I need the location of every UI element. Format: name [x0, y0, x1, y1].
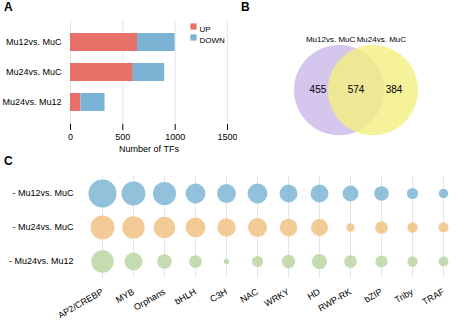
- svg-text:NAC: NAC: [238, 286, 260, 304]
- svg-text:Mu24vs. MuC: Mu24vs. MuC: [357, 35, 407, 44]
- html-text:B: B: [241, 0, 250, 14]
- svg-text:Mu12vs. MuC: Mu12vs. MuC: [306, 35, 356, 44]
- svg-text:- Mu24vs. MuC: - Mu24vs. MuC: [12, 222, 74, 232]
- svg-text:- Mu24vs. Mu12: - Mu24vs. Mu12: [9, 256, 74, 266]
- svg-text:Mu12vs. MuC: Mu12vs. MuC: [6, 37, 62, 47]
- svg-text:Triby: Triby: [393, 286, 415, 305]
- svg-text:Mu24vs. Mu12: Mu24vs. Mu12: [2, 97, 61, 107]
- svg-text:WRKY: WRKY: [263, 287, 291, 309]
- svg-text:- Mu12vs. MuC: - Mu12vs. MuC: [12, 188, 74, 198]
- html-text:A: A: [4, 0, 13, 14]
- svg-text:1500: 1500: [217, 132, 237, 142]
- svg-text:C3H: C3H: [208, 287, 229, 305]
- svg-text:574: 574: [348, 84, 365, 95]
- svg-text:MYB: MYB: [114, 287, 136, 305]
- svg-text:AP2/CREBP: AP2/CREBP: [56, 287, 105, 321]
- html-text:C: C: [4, 154, 13, 168]
- svg-text:bHLH: bHLH: [173, 287, 198, 307]
- svg-text:DOWN: DOWN: [200, 36, 226, 45]
- svg-text:500: 500: [115, 132, 130, 142]
- svg-text:384: 384: [386, 84, 403, 95]
- svg-text:Orphans: Orphans: [132, 286, 167, 312]
- svg-text:1000: 1000: [165, 132, 185, 142]
- svg-text:UP: UP: [200, 25, 211, 34]
- svg-text:455: 455: [310, 84, 327, 95]
- svg-text:0: 0: [68, 132, 73, 142]
- svg-text:Mu24vs. MuC: Mu24vs. MuC: [6, 67, 62, 77]
- svg-text:bZIP: bZIP: [362, 287, 383, 305]
- svg-text:TRAF: TRAF: [421, 286, 447, 307]
- svg-text:RWP-RK: RWP-RK: [316, 287, 352, 314]
- svg-text:HD: HD: [306, 286, 323, 301]
- svg-text:Number of TFs: Number of TFs: [119, 144, 179, 154]
